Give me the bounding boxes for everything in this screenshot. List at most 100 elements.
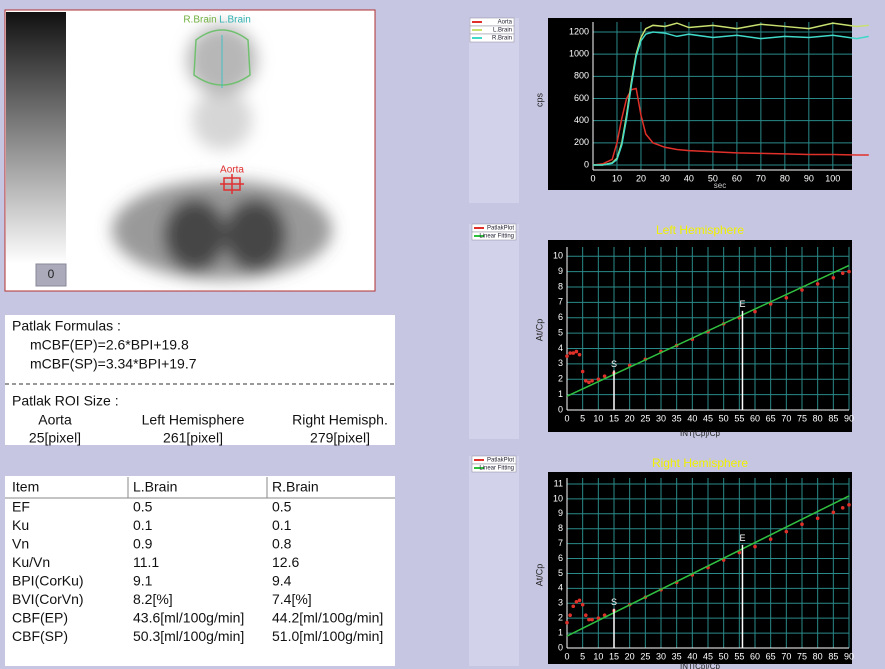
y-tick-label: 10 — [553, 493, 563, 503]
x-tick-label: 30 — [656, 413, 666, 423]
range-marker-label: E — [739, 533, 745, 543]
lung-left — [165, 200, 225, 270]
data-point — [568, 351, 572, 355]
table-cell: 51.0[ml/100g/min] — [272, 628, 383, 644]
column-header: Item — [12, 479, 39, 495]
x-tick-label: 90 — [804, 173, 814, 183]
x-tick-label: 55 — [734, 651, 744, 661]
data-point — [847, 270, 851, 274]
y-tick-label: 200 — [574, 137, 589, 147]
x-tick-label: 10 — [593, 651, 603, 661]
data-point — [584, 379, 588, 383]
data-point — [800, 288, 804, 292]
x-tick-label: 25 — [640, 413, 650, 423]
data-point — [565, 354, 569, 358]
x-tick-label: 50 — [719, 413, 729, 423]
column-header: R.Brain — [272, 479, 319, 495]
table-cell: BPI(CorKu) — [12, 573, 84, 589]
column-header: L.Brain — [133, 479, 177, 495]
table-cell: 9.1 — [133, 573, 153, 589]
data-point — [575, 350, 579, 354]
table-cell: 0.1 — [133, 517, 153, 533]
data-point — [847, 503, 851, 507]
range-marker-label: S — [611, 359, 617, 369]
x-tick-label: 50 — [719, 651, 729, 661]
roi-label: Aorta — [220, 165, 244, 176]
y-tick-label: 4 — [558, 583, 563, 593]
neck — [192, 90, 252, 150]
data-point — [816, 282, 820, 286]
y-axis-label: cps — [534, 93, 544, 108]
x-tick-label: 60 — [750, 413, 760, 423]
data-point — [800, 522, 804, 526]
y-tick-label: 11 — [554, 478, 563, 488]
y-tick-label: 2 — [558, 613, 563, 623]
table-cell: 43.6[ml/100g/min] — [133, 610, 244, 626]
roi-header: Aorta — [38, 412, 72, 428]
x-tick-label: 75 — [797, 413, 807, 423]
y-tick-label: 9 — [558, 266, 563, 276]
y-tick-label: 6 — [558, 553, 563, 563]
y-tick-label: 4 — [558, 343, 563, 353]
y-tick-label: 600 — [574, 93, 589, 103]
x-tick-label: 5 — [580, 413, 585, 423]
data-point — [581, 603, 585, 607]
table-cell: 0.5 — [133, 499, 153, 515]
x-tick-label: 10 — [612, 173, 622, 183]
y-axis-label: At/Cp — [534, 564, 544, 587]
y-tick-label: 5 — [558, 327, 563, 337]
table-cell: 8.2[%] — [133, 591, 173, 607]
y-tick-label: 0 — [584, 159, 589, 169]
legend-strip — [469, 456, 519, 666]
y-tick-label: 0 — [558, 642, 563, 652]
screen: 0 R.Brain L.Brain Aorta Patlak Formulas … — [0, 0, 885, 669]
x-tick-label: 80 — [813, 413, 823, 423]
table-cell: 0.8 — [272, 536, 292, 552]
x-tick-label: 40 — [684, 173, 694, 183]
table-cell: 12.6 — [272, 554, 299, 570]
y-tick-label: 1000 — [569, 49, 589, 59]
data-point — [769, 537, 773, 541]
table-cell: 9.4 — [272, 573, 292, 589]
x-tick-label: 15 — [609, 651, 619, 661]
table-cell: 11.1 — [133, 554, 159, 570]
y-tick-label: 7 — [558, 538, 563, 548]
chart-title: Left Hemisphere — [656, 223, 744, 237]
y-tick-label: 7 — [558, 297, 563, 307]
roi-value: 25[pixel] — [29, 430, 81, 446]
x-tick-label: 60 — [732, 173, 742, 183]
x-tick-label: 25 — [640, 651, 650, 661]
left-lower: Patlak Formulas : mCBF(EP)=2.6*BPI+19.8 … — [5, 315, 397, 666]
y-axis-label: At/Cp — [534, 319, 544, 342]
legend-strip — [469, 18, 519, 203]
y-tick-label: 8 — [558, 281, 563, 291]
data-point — [753, 545, 757, 549]
x-tick-label: 5 — [580, 651, 585, 661]
legend-label: PatlakPlot — [487, 226, 514, 232]
data-point — [785, 530, 789, 534]
legend-strip — [469, 224, 519, 439]
x-tick-label: 65 — [766, 413, 776, 423]
table-cell: 0.5 — [272, 499, 292, 515]
x-tick-label: 45 — [703, 651, 713, 661]
x-tick-label: 85 — [828, 651, 838, 661]
x-tick-label: 40 — [687, 651, 697, 661]
y-tick-label: 2 — [558, 374, 563, 384]
y-tick-label: 0 — [558, 404, 563, 414]
table-cell: 44.2[ml/100g/min] — [272, 610, 383, 626]
range-marker-label: E — [739, 299, 745, 309]
x-tick-label: 20 — [636, 173, 646, 183]
x-tick-label: 0 — [590, 173, 595, 183]
table-cell: Ku — [12, 517, 29, 533]
x-tick-label: 0 — [564, 413, 569, 423]
table-cell: Ku/Vn — [12, 554, 50, 570]
roi-label: L.Brain — [219, 15, 251, 26]
table-cell: CBF(EP) — [12, 610, 68, 626]
y-tick-label: 1 — [558, 389, 563, 399]
formula-title: Patlak Formulas : — [12, 318, 121, 334]
roi-header: Left Hemisphere — [142, 412, 245, 428]
legend-label: L.Brain — [493, 28, 512, 34]
x-tick-label: 30 — [656, 651, 666, 661]
data-point — [581, 370, 585, 374]
legend-label: Linear Fitting — [479, 466, 514, 472]
